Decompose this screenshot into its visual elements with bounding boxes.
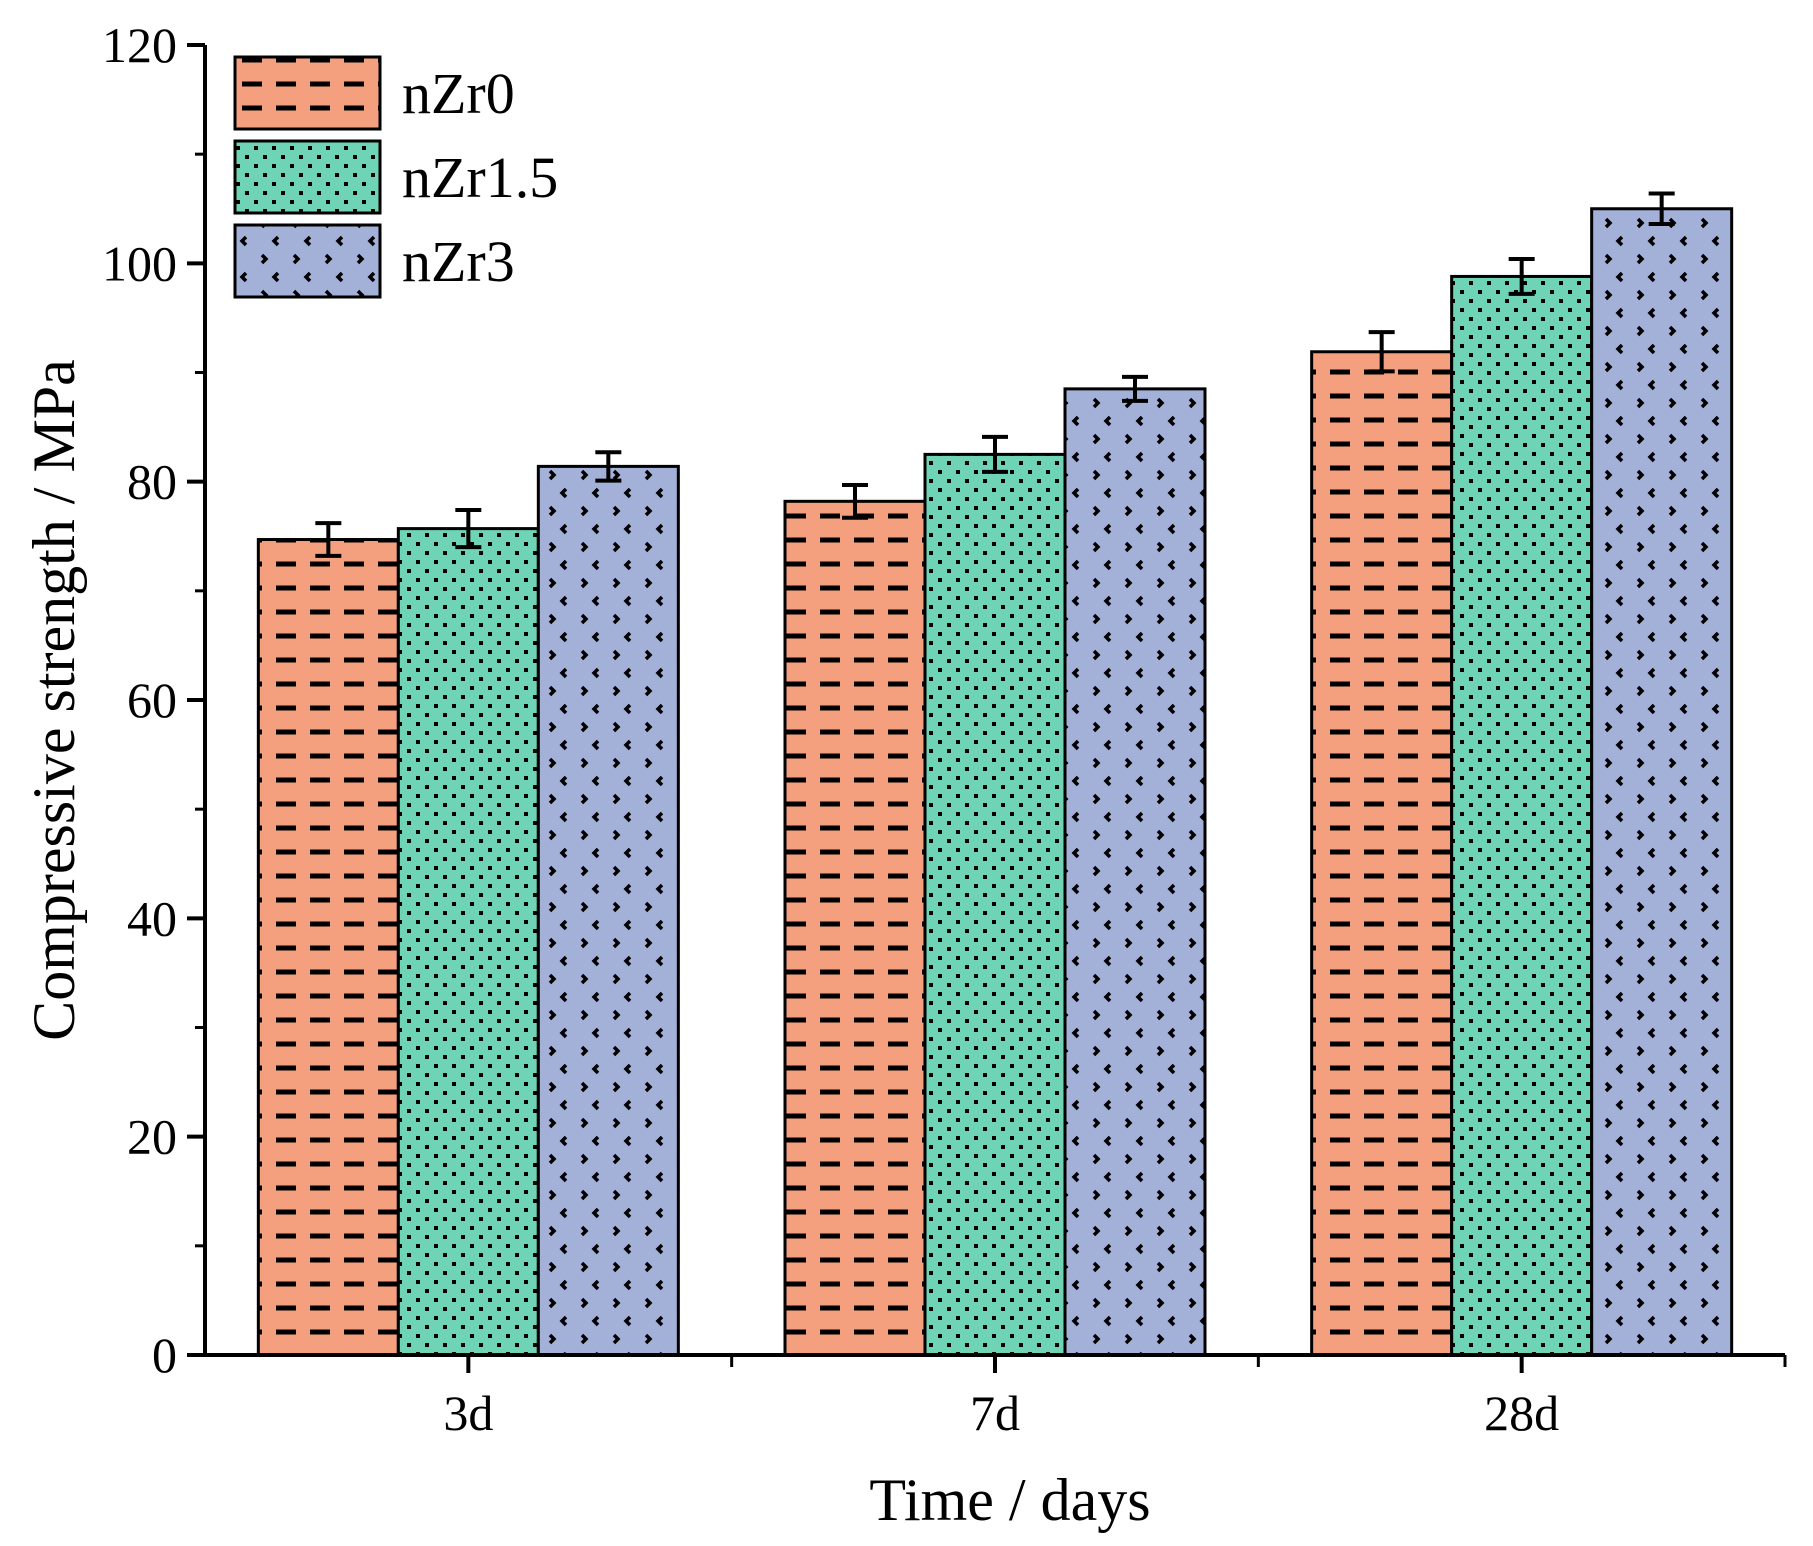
- bar-nZr1.5-7d: [923, 452, 1067, 1357]
- legend-swatch-nZr1.5: [233, 139, 382, 215]
- bar-nZr1.5-28d: [1450, 274, 1594, 1357]
- legend: nZr0 nZr1.5 nZr3: [233, 55, 558, 299]
- bar-nZr0-3d: [256, 538, 400, 1357]
- legend-label-nZr1.5: nZr1.5: [402, 145, 558, 210]
- legend-label-nZr3: nZr3: [402, 229, 515, 294]
- x-tick-label-3d: 3d: [443, 1385, 493, 1441]
- legend-label-nZr0: nZr0: [402, 61, 515, 126]
- y-tick-label: 100: [102, 235, 177, 291]
- bar-nZr0-28d: [1310, 350, 1454, 1357]
- y-tick-label: 0: [152, 1327, 177, 1383]
- y-ticks: 0 20 40 60 80 100 120: [102, 17, 205, 1383]
- bar-nZr3-3d: [536, 464, 680, 1357]
- error-bars-layer: [315, 191, 1675, 558]
- y-tick-label: 80: [127, 454, 177, 510]
- bar-nZr0-7d: [783, 499, 927, 1357]
- y-tick-label: 120: [102, 17, 177, 73]
- x-axis-title: Time / days: [869, 1467, 1150, 1533]
- bar-nZr3-7d: [1063, 387, 1207, 1357]
- x-ticks: 3d 7d 28d: [443, 1355, 1787, 1441]
- y-tick-label: 40: [127, 890, 177, 946]
- bar-nZr1.5-3d: [396, 527, 540, 1357]
- y-tick-label: 60: [127, 672, 177, 728]
- bars-layer: [256, 207, 1734, 1357]
- y-axis-title: Compressive strength / MPa: [21, 359, 87, 1041]
- axes: 0 20 40 60 80 100 120 3d 7d 28d: [102, 17, 1787, 1441]
- legend-swatch-nZr3: [233, 223, 382, 299]
- x-tick-label-7d: 7d: [970, 1385, 1020, 1441]
- x-tick-label-28d: 28d: [1484, 1385, 1559, 1441]
- y-tick-label: 20: [127, 1109, 177, 1165]
- bar-nZr3-28d: [1590, 207, 1734, 1357]
- legend-swatch-nZr0: [233, 55, 382, 131]
